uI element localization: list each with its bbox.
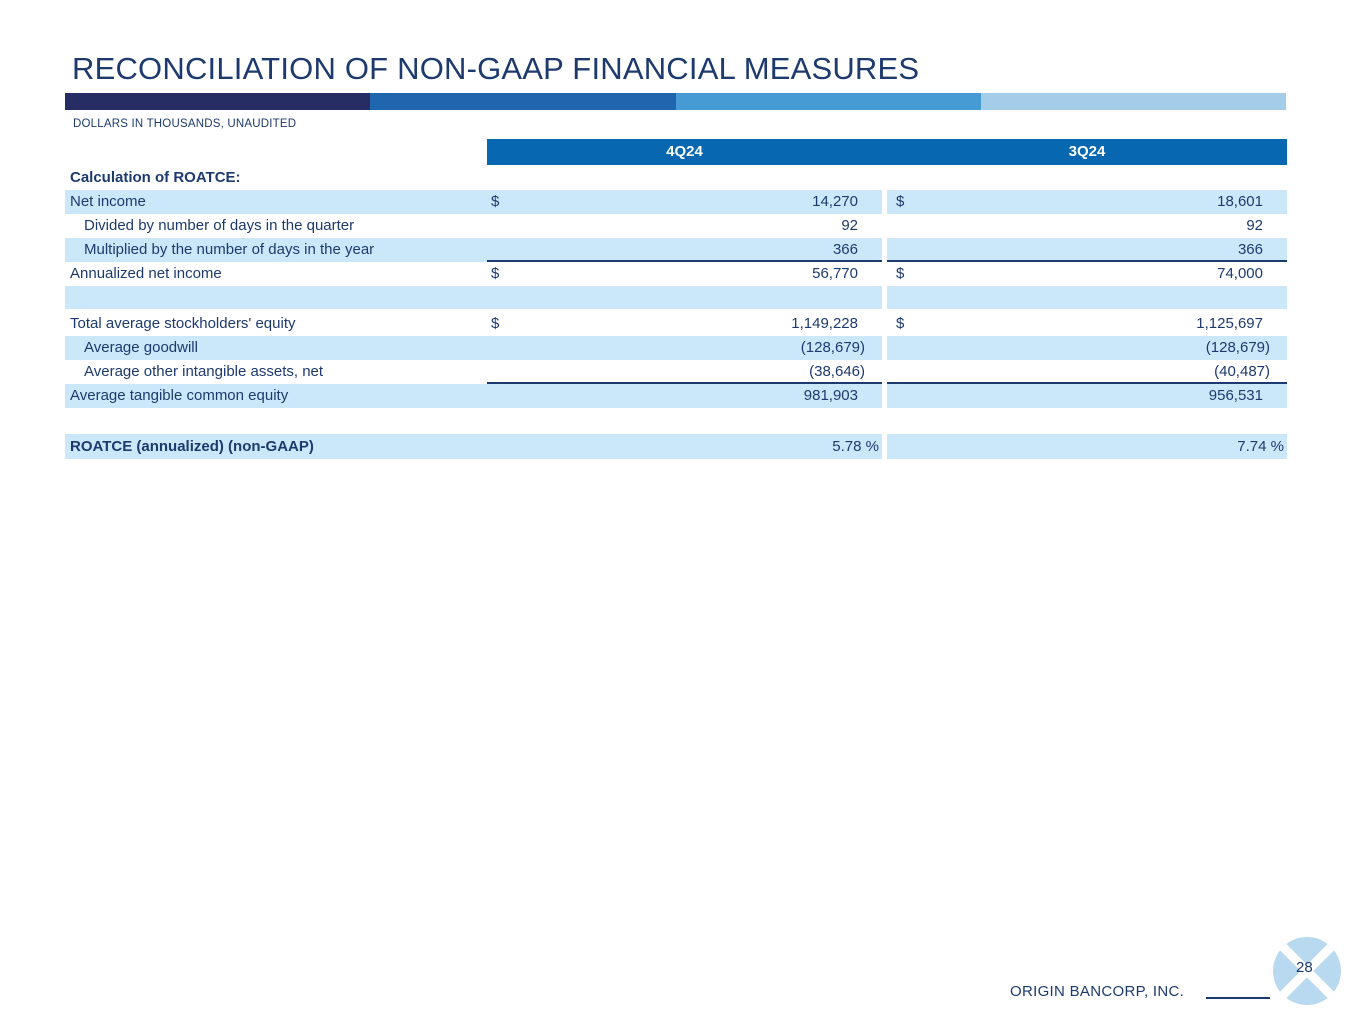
dollar-sign: $ [491, 315, 500, 332]
row-label: Average other intangible assets, net [84, 363, 324, 380]
table-row [65, 286, 1287, 309]
row-value-4q24 [487, 286, 882, 309]
row-value-4q24: $ 14,270 [487, 190, 882, 214]
table-row: Calculation of ROATCE: [65, 166, 1287, 190]
accent-bar-segment [980, 93, 1286, 110]
table-row: Average other intangible assets, net (38… [65, 360, 1287, 384]
accent-bar-segment [65, 93, 371, 110]
summary-row-roatce: ROATCE (annualized) (non-GAAP) 5.78 % 7.… [65, 434, 1287, 459]
page-number: 28 [1296, 959, 1313, 976]
accent-bar [65, 93, 1286, 110]
summary-label: ROATCE (annualized) (non-GAAP) [65, 434, 487, 459]
row-value-4q24: (128,679) [487, 336, 882, 360]
row-value-4q24: 366 [487, 238, 882, 262]
row-value-3q24: (128,679) [887, 336, 1287, 360]
table-row: Annualized net income $ 56,770 $ 74,000 [65, 262, 1287, 286]
row-value-4q24: $ 56,770 [487, 262, 882, 286]
row-value-3q24: 956,531 [887, 384, 1287, 408]
row-value-4q24: (38,646) [487, 360, 882, 384]
dollar-sign: $ [491, 265, 500, 282]
dollar-sign: $ [896, 193, 905, 210]
accent-bar-segment [675, 93, 981, 110]
table-row: Multiplied by the number of days in the … [65, 238, 1287, 262]
footer-company-name: ORIGIN BANCORP, INC. [1010, 983, 1185, 1000]
row-label: Multiplied by the number of days in the … [84, 241, 375, 258]
dollar-sign: $ [896, 265, 905, 282]
dollar-sign: $ [491, 193, 500, 210]
row-value-3q24: (40,487) [887, 360, 1287, 384]
summary-value-4q24: 5.78 % [487, 434, 882, 459]
row-label: Annualized net income [70, 265, 222, 282]
row-value-3q24: $ 18,601 [887, 190, 1287, 214]
row-value-4q24: 981,903 [487, 384, 882, 408]
row-value-4q24 [487, 166, 882, 190]
table-body: Calculation of ROATCE: Net income $ 14,2… [65, 166, 1287, 408]
table-row: Average tangible common equity 981,903 9… [65, 384, 1287, 408]
row-label: Net income [70, 193, 146, 210]
row-value-3q24 [887, 286, 1287, 309]
row-label: Calculation of ROATCE: [70, 169, 241, 186]
column-header-4q24: 4Q24 [666, 143, 703, 160]
row-label: Average goodwill [84, 339, 198, 356]
table-row: Total average stockholders' equity $ 1,1… [65, 312, 1287, 336]
row-value-3q24: 92 [1246, 217, 1263, 234]
accent-bar-segment [370, 93, 676, 110]
row-value-3q24: 366 [887, 238, 1287, 262]
dollar-sign: $ [896, 315, 905, 332]
row-label: Average tangible common equity [70, 387, 289, 404]
row-value-3q24: $ 1,125,697 [887, 312, 1287, 336]
row-value-3q24 [887, 166, 1287, 190]
footer-underline [1206, 997, 1270, 999]
row-value-4q24: $ 1,149,228 [487, 312, 882, 336]
origin-bancorp-logo-icon [1273, 937, 1341, 1005]
summary-value-3q24: 7.74 % [887, 434, 1287, 459]
row-label: Divided by number of days in the quarter [84, 217, 355, 234]
page-title: RECONCILIATION OF NON-GAAP FINANCIAL MEA… [72, 51, 920, 86]
table-column-header: 4Q24 3Q24 [487, 139, 1287, 165]
column-header-3q24: 3Q24 [1068, 143, 1106, 160]
table-row: Average goodwill (128,679) (128,679) [65, 336, 1287, 360]
row-label: Total average stockholders' equity [70, 315, 296, 332]
row-value-3q24: $ 74,000 [887, 262, 1287, 286]
units-note: DOLLARS IN THOUSANDS, UNAUDITED [73, 118, 297, 130]
table-row: Net income $ 14,270 $ 18,601 [65, 190, 1287, 214]
table-row: Divided by number of days in the quarter… [65, 214, 1287, 238]
row-value-4q24: 92 [841, 217, 858, 234]
